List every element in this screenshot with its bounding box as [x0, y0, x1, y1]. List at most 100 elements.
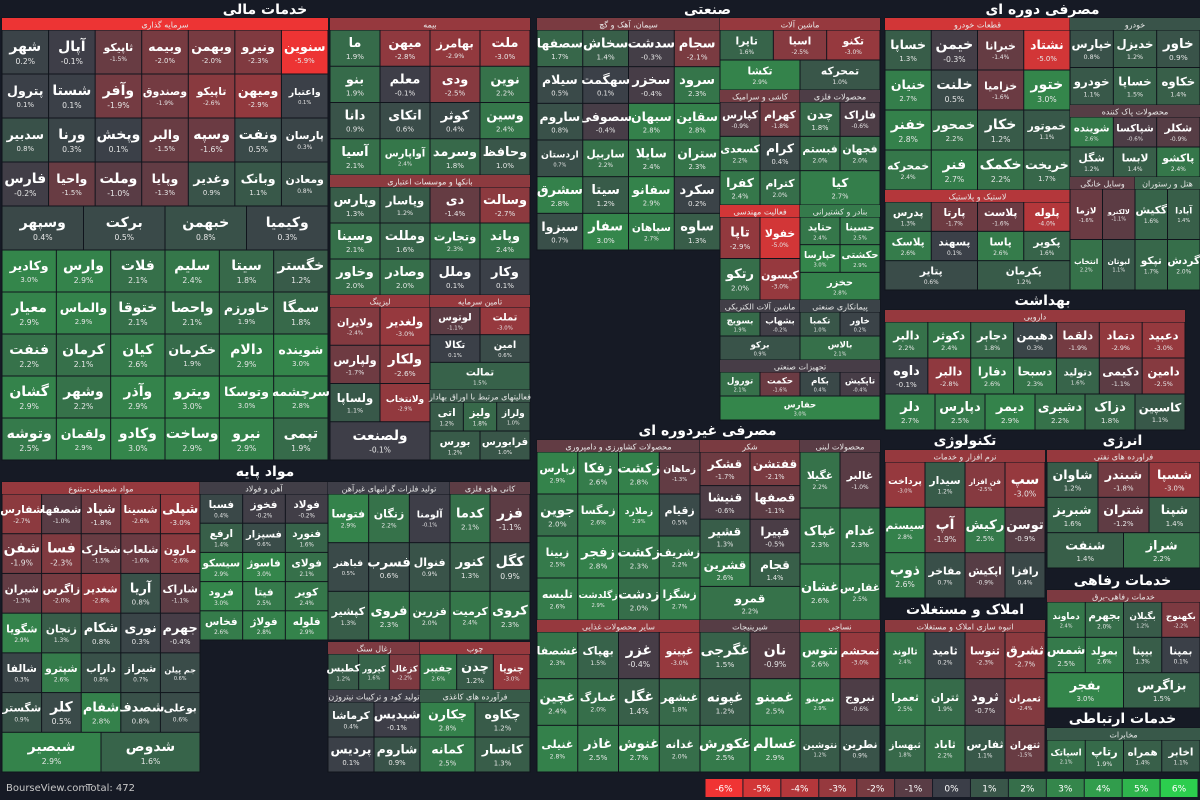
stock-tile: [160, 573, 200, 613]
stock-change: 2.8%: [257, 630, 272, 636]
stock-tile: [760, 136, 800, 171]
stock-tile: [1047, 462, 1098, 497]
stock-name: شتران: [1103, 502, 1143, 517]
stock-change: 1.4%: [1128, 167, 1143, 173]
group-title: کانی های فلزی: [465, 485, 515, 494]
stock-tile: [219, 376, 274, 418]
stock-name: جوین: [540, 503, 575, 518]
stock-tile: [1070, 240, 1102, 290]
group-header: [800, 620, 880, 632]
stock-change: 1.6%: [739, 50, 754, 56]
stock-name: فروی: [370, 604, 407, 619]
stock-change: 1.2%: [1016, 280, 1031, 286]
stock-tile: [463, 402, 497, 431]
stock-tile: [1014, 322, 1056, 358]
stock-tile: [2, 250, 56, 292]
stock-tile: [885, 725, 925, 772]
stock-name: دکیمی: [1102, 364, 1139, 378]
stock-change: 2.0%: [1176, 270, 1191, 276]
stock-name: حکشتی: [842, 250, 879, 261]
stock-name: زدشت: [618, 587, 659, 602]
stock-change: 2.9%: [19, 318, 39, 327]
stock-change: 1.9%: [938, 707, 953, 713]
stock-name: شکام: [84, 621, 118, 636]
stock-name: خفنر: [890, 117, 926, 133]
group-header: [700, 620, 800, 632]
stock-change: 1.6%: [1040, 251, 1055, 257]
stock-change: 2.7%: [899, 95, 917, 103]
stock-name: وشهر: [62, 384, 103, 400]
group-title: محصولات فلزی: [814, 93, 866, 102]
stock-tile: [160, 693, 200, 732]
stock-name: فسبا: [209, 499, 235, 511]
legend-label: -3%: [829, 785, 847, 795]
stock-change: 2.9%: [42, 757, 62, 766]
stock-tile: [1035, 394, 1085, 430]
stock-tile: [700, 519, 750, 553]
stock-change: 2.3%: [550, 660, 566, 667]
stock-name: داوه: [893, 364, 920, 379]
stock-name: معیار: [10, 300, 47, 316]
stock-change: 2.4%: [463, 621, 478, 627]
group-title: لاستیک و پلاستیک: [949, 193, 1007, 202]
stock-name: وسپهر: [19, 215, 66, 231]
stock-change: 0.4%: [814, 388, 827, 394]
stock-tile: [81, 534, 121, 573]
stock-tile: [1005, 725, 1045, 772]
stock-change: 2.1%: [346, 245, 364, 254]
stock-tile: [480, 103, 530, 139]
group-title: تجهیزات صنعتی: [774, 363, 826, 372]
stock-name: کیسون: [761, 268, 799, 281]
stock-change: 2.4%: [548, 706, 567, 715]
stock-change: 0.5%: [672, 520, 688, 527]
stock-change: 0.8%: [132, 716, 150, 725]
stock-name: ولراز: [501, 409, 525, 419]
stock-name: فخوز: [250, 499, 278, 511]
stock-change: 1.4%: [214, 543, 229, 549]
stock-name: شکلر: [1163, 121, 1192, 134]
stock-name: پدرس: [893, 207, 924, 219]
stock-tile: [760, 171, 800, 205]
stock-tile: [1047, 740, 1085, 772]
stock-change: 0.4%: [33, 233, 53, 242]
stock-change: 2.5%: [257, 601, 272, 607]
stock-change: 3.0%: [292, 360, 310, 368]
stock-name: لبوتان: [1107, 257, 1130, 266]
stock-name: لوتوس: [438, 312, 471, 323]
stock-change: 1.2%: [448, 450, 463, 456]
stock-name: خاور: [1162, 37, 1194, 52]
stock-tile: [978, 30, 1024, 70]
stock-tile: [369, 494, 409, 543]
stock-tile: [1024, 30, 1070, 70]
stock-tile: [285, 611, 328, 640]
stock-change: 1.3%: [346, 209, 364, 218]
stock-change: -0.9%: [731, 124, 748, 130]
stock-change: 0.3%: [62, 145, 82, 154]
stock-tile: [800, 312, 840, 336]
group-header: [328, 642, 420, 654]
stock-tile: [1113, 117, 1157, 147]
total-count: Total: 472: [85, 783, 135, 794]
stock-name: شصدف: [117, 700, 165, 715]
stock-tile: [95, 74, 142, 118]
legend-swatch: [743, 779, 781, 797]
stock-change: -1.6%: [132, 559, 149, 565]
stock-tile: [165, 376, 219, 418]
stock-change: -2.9%: [1111, 344, 1130, 352]
stock-name: قفتشن: [753, 457, 797, 471]
stock-change: 2.6%: [993, 251, 1008, 257]
legend-swatch: [1160, 779, 1198, 797]
stock-tile: [978, 150, 1024, 190]
stock-change: 2.3%: [688, 89, 706, 98]
group-title: نرم افزار و خدمات: [933, 453, 996, 462]
stock-name: غگل: [624, 688, 654, 705]
stock-change: 2.6%: [901, 251, 916, 257]
legend-swatch: [933, 779, 970, 797]
stock-name: وبانک: [241, 171, 276, 186]
stock-tile: [409, 543, 450, 591]
group-header: [1047, 590, 1200, 602]
stock-tile: [931, 150, 977, 190]
stock-change: -3.0%: [170, 518, 191, 527]
stock-tile: [200, 582, 243, 611]
stock-name: وملل: [439, 265, 472, 280]
